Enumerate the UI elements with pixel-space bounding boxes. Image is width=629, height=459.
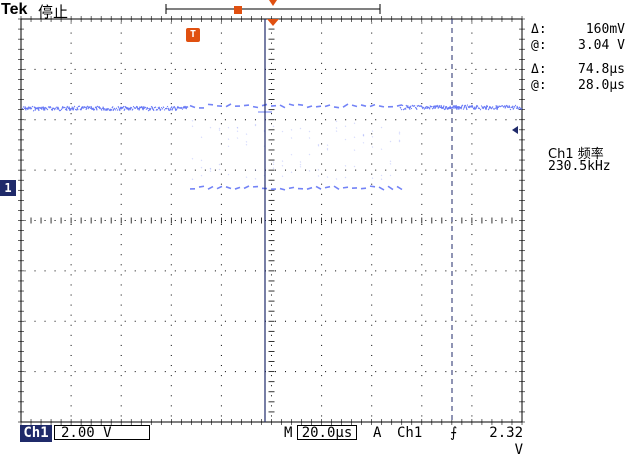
time-delta-value: 74.8µs (578, 62, 625, 77)
voltage-delta-label: Δ: (531, 22, 547, 37)
timebase-label: M (284, 425, 292, 442)
trigger-level-arrow (512, 126, 518, 134)
voltage-at-label: @: (531, 38, 547, 53)
channel-tag[interactable]: Ch1 (20, 425, 52, 442)
time-at-label: @: (531, 78, 547, 93)
trigger-marker: T (186, 28, 200, 42)
channel-scale[interactable]: 2.00 V (54, 425, 150, 440)
ch1-waveform (22, 104, 522, 190)
frequency-measurement-value: 230.5kHz (548, 159, 611, 174)
acquisition-status: 停止 (38, 1, 68, 22)
voltage-delta-value: 160mV (586, 22, 625, 37)
timebase-value[interactable]: 20.0µs (297, 425, 357, 440)
trigger-label: A (373, 425, 381, 442)
trigger-slope-icon[interactable]: ⨍ (450, 425, 457, 442)
trigger-channel[interactable]: Ch1 (397, 425, 422, 442)
brand-logo: Tek (1, 1, 27, 19)
trigger-level[interactable]: 2.32 V (477, 425, 523, 442)
trigger-position-arrow (267, 19, 279, 26)
ch1-ground-marker[interactable]: 1 (0, 180, 16, 196)
voltage-at-value: 3.04 V (578, 38, 625, 53)
graticule-grid (18, 16, 525, 425)
time-at-value: 28.0µs (578, 78, 625, 93)
trigger-position-bar[interactable] (166, 0, 380, 14)
time-delta-label: Δ: (531, 62, 547, 77)
